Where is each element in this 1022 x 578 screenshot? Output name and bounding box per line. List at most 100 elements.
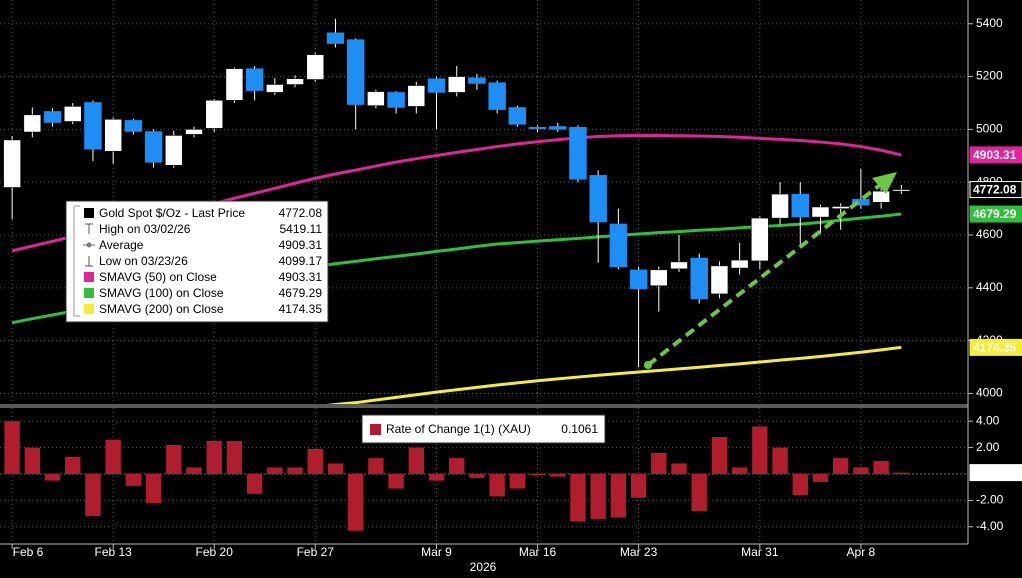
legend-value: 4909.31 [279, 238, 323, 252]
value-label: 4679.29 [973, 207, 1017, 221]
candle-body [730, 259, 749, 269]
legend-box [361, 414, 606, 444]
y-tick-label: 2.00 [976, 440, 1000, 454]
candle-body [569, 127, 587, 180]
bar [428, 474, 445, 481]
bar [44, 474, 61, 481]
legend-box [65, 200, 329, 323]
price-legend: Gold Spot $/Oz - Last Price 4772.08 High o… [65, 200, 329, 323]
legend-value: 4679.29 [279, 286, 323, 300]
candle-body [852, 198, 870, 206]
legend-value: 4772.08 [279, 206, 323, 220]
candle-body [205, 100, 223, 129]
candle-body [831, 206, 850, 209]
legend-value: 5419.11 [280, 222, 323, 236]
arrow-head [872, 172, 897, 194]
moving-average [326, 345, 902, 404]
bar [186, 467, 202, 474]
legend-icon [85, 223, 93, 234]
candle-body [245, 68, 264, 91]
bar [893, 472, 909, 474]
candle-body [225, 68, 244, 101]
candle-body [629, 269, 648, 290]
candle-body [892, 189, 911, 192]
bar [166, 444, 182, 474]
bar [792, 474, 808, 496]
legend-value: 0.1061 [561, 422, 598, 436]
candle-body [528, 127, 547, 130]
value-label-box [969, 146, 1022, 164]
bar [347, 474, 364, 531]
bar [226, 441, 243, 474]
bar [287, 467, 303, 474]
value-label: 4903.31 [973, 148, 1017, 162]
legend-label: Average [99, 238, 144, 252]
candle-body [508, 107, 527, 125]
value-label: 0.1061 [973, 466, 1010, 480]
candle-body [346, 39, 365, 105]
candle-body [872, 190, 890, 203]
price-panel [0, 0, 968, 404]
arrow-line [646, 183, 882, 367]
bar [853, 467, 869, 474]
legend-icon [86, 242, 92, 248]
x-axis-title: 2026 [470, 560, 497, 574]
candle-body [791, 193, 810, 218]
candle-body [670, 261, 688, 270]
bar [246, 474, 263, 494]
value-label-box [969, 338, 1022, 356]
legend-label: SMAVG (100) on Close [99, 286, 224, 300]
y-tick-label: 4600 [976, 227, 1003, 241]
candle-body [488, 82, 506, 110]
arrow-start [644, 361, 652, 369]
candle-body [84, 102, 102, 150]
candle-body [185, 129, 203, 135]
candle-body [468, 77, 486, 84]
bar [65, 456, 81, 474]
x-tick-label: Mar 23 [620, 545, 658, 559]
bar [4, 421, 20, 474]
candle-body [427, 78, 446, 93]
x-tick-label: Feb 27 [297, 545, 335, 559]
trend-arrow [644, 172, 897, 369]
bar [550, 474, 566, 477]
bar [772, 447, 788, 474]
legend-label: Rate of Change 1(1) (XAU) [386, 422, 531, 436]
bar [529, 474, 546, 476]
y-tick-label: 4000 [976, 386, 1003, 400]
value-label: 4174.35 [973, 341, 1017, 355]
bar [752, 426, 768, 474]
bar [873, 460, 889, 474]
value-label-box [969, 205, 1022, 223]
legend-value: 4903.31 [279, 270, 323, 284]
bar [105, 439, 121, 474]
legend-label: Low on 03/23/26 [99, 254, 188, 268]
value-label-box [969, 181, 1022, 199]
candle-body [3, 139, 21, 188]
bar [711, 437, 728, 474]
bar [449, 458, 465, 474]
x-tick-label: Mar 9 [421, 545, 452, 559]
bar [469, 474, 485, 478]
legend-label: SMAVG (200) on Close [99, 302, 224, 316]
y-tick-label: 5200 [976, 69, 1003, 83]
candle-body [104, 119, 122, 152]
y-tick-label: 4400 [976, 280, 1003, 294]
candle-body [23, 114, 42, 133]
bar [24, 447, 41, 474]
bar [731, 467, 748, 474]
value-label-box [969, 464, 1022, 482]
bar [651, 452, 667, 474]
bar [408, 447, 424, 474]
y-tick-label: 4.00 [976, 413, 1000, 427]
x-tick-label: Feb 13 [94, 545, 132, 559]
bar [125, 474, 142, 486]
legend-bracket [73, 205, 80, 317]
legend-swatch [84, 288, 94, 298]
candle-body [165, 135, 183, 166]
candle-body [387, 92, 405, 108]
candle-body [447, 76, 466, 93]
bar [610, 474, 627, 518]
